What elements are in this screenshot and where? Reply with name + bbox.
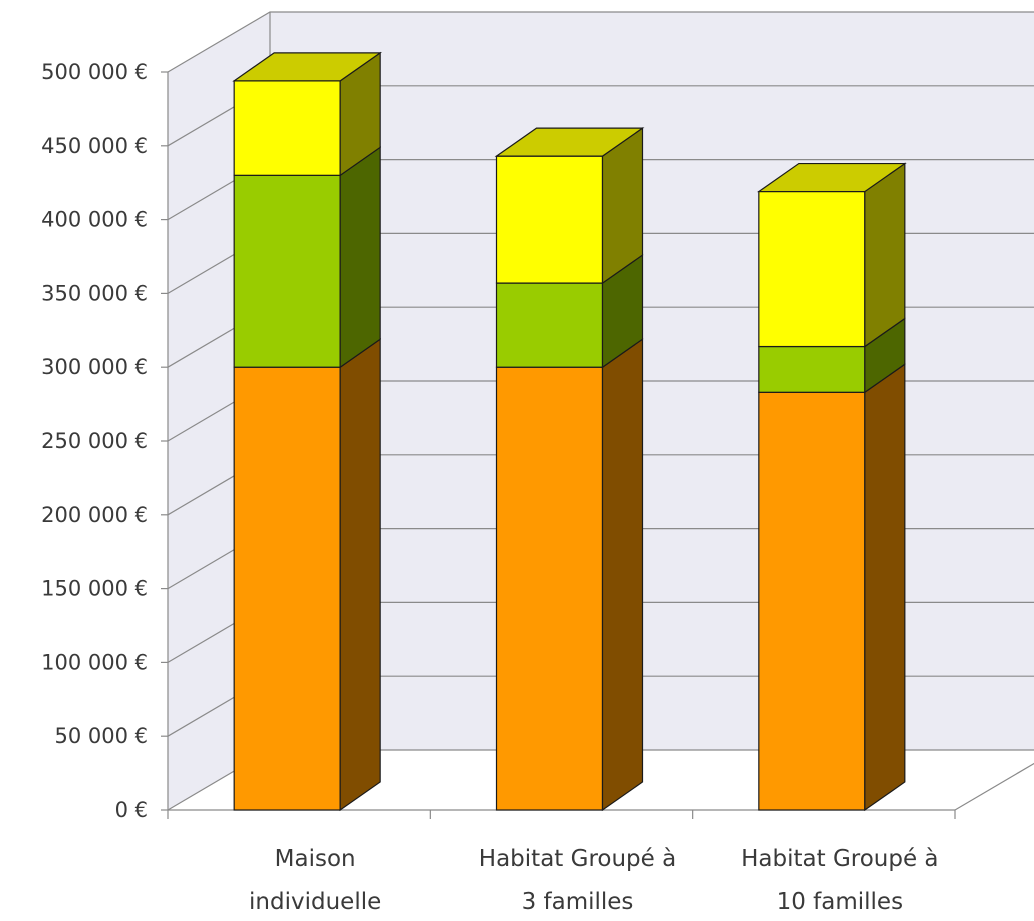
bar-segment-top <box>756 162 907 193</box>
bar-stack <box>494 126 645 812</box>
x-category-label: Maison <box>275 846 356 872</box>
y-tick-label: 250 000 € <box>41 429 148 453</box>
x-category-label: 10 familles <box>777 889 903 915</box>
y-tick-label: 500 000 € <box>41 60 148 84</box>
y-tick-label: 50 000 € <box>54 724 148 748</box>
bar-segment <box>758 345 866 393</box>
bar-stack <box>232 51 383 812</box>
x-category-label: Habitat Groupé à <box>479 846 676 872</box>
bar-segment-top <box>232 52 383 82</box>
bar-segment-top <box>494 127 645 157</box>
bar-segment <box>495 155 604 284</box>
y-tick-labels: 0 € 50 000 € 100 000 € 150 000 € 200 000 € 25… <box>41 60 148 822</box>
y-tick-label: 450 000 € <box>41 134 148 158</box>
bar-segment-side <box>339 146 381 369</box>
y-tick-label: 350 000 € <box>41 281 148 305</box>
bar-segment <box>495 366 604 811</box>
bar-segment <box>233 174 341 368</box>
y-tick-label: 100 000 € <box>41 650 148 674</box>
bar-segment-side <box>864 162 906 348</box>
bars <box>232 51 907 812</box>
bar-stack <box>756 162 907 812</box>
bar-segment <box>758 190 866 348</box>
y-tick-label: 0 € <box>115 798 148 822</box>
bar-segment <box>233 366 341 811</box>
y-tick-label: 400 000 € <box>41 208 148 232</box>
floor-edge <box>954 762 1034 811</box>
x-category-label: Habitat Groupé à <box>741 846 938 872</box>
bar-segment <box>758 391 866 811</box>
bar-segment <box>233 80 341 176</box>
bar-segment-side <box>864 363 906 812</box>
x-category-labels: Maison individuelle Habitat Groupé à 3 fami… <box>249 846 938 915</box>
y-tick-label: 200 000 € <box>41 503 148 527</box>
x-category-label: individuelle <box>249 889 381 915</box>
bar-segment-side <box>339 338 381 812</box>
y-tick-label: 300 000 € <box>41 355 148 379</box>
bar-segment-side <box>601 338 644 812</box>
y-tick-label: 150 000 € <box>41 577 148 601</box>
bar-segment <box>495 282 604 368</box>
x-category-label: 3 familles <box>522 889 634 915</box>
